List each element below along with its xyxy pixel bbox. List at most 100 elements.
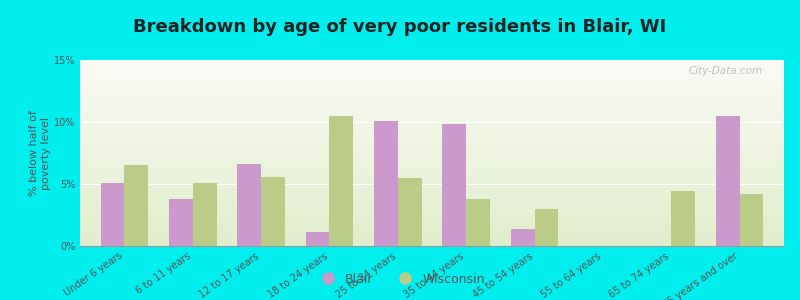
Bar — [80, 215, 784, 216]
Bar — [80, 196, 784, 197]
Bar — [80, 203, 784, 204]
Bar — [80, 112, 784, 113]
Bar — [80, 239, 784, 240]
Bar — [80, 92, 784, 94]
Bar — [80, 128, 784, 129]
Bar — [80, 153, 784, 154]
Bar — [80, 136, 784, 137]
Bar — [80, 167, 784, 168]
Bar — [80, 109, 784, 110]
Bar — [80, 189, 784, 190]
Bar — [80, 209, 784, 210]
Bar — [80, 230, 784, 231]
Bar — [80, 214, 784, 215]
Bar — [80, 124, 784, 125]
Bar — [80, 232, 784, 233]
Bar — [80, 127, 784, 128]
Bar — [80, 100, 784, 101]
Bar — [80, 178, 784, 179]
Bar — [80, 119, 784, 120]
Text: City-Data.com: City-Data.com — [689, 66, 763, 76]
Bar — [80, 238, 784, 239]
Bar — [671, 191, 695, 246]
Bar — [80, 154, 784, 155]
Bar — [80, 97, 784, 98]
Bar — [80, 120, 784, 122]
Bar — [80, 166, 784, 167]
Bar — [80, 60, 784, 61]
Bar — [80, 133, 784, 134]
Bar — [80, 71, 784, 72]
Bar — [80, 210, 784, 211]
Bar — [716, 116, 739, 246]
Bar — [80, 188, 784, 189]
Bar — [80, 244, 784, 245]
Bar — [80, 218, 784, 219]
Bar — [80, 234, 784, 235]
Bar — [80, 137, 784, 138]
Bar — [80, 101, 784, 102]
Bar — [80, 202, 784, 203]
Bar — [80, 226, 784, 227]
Bar — [80, 225, 784, 226]
Bar — [80, 139, 784, 140]
Bar — [80, 205, 784, 206]
Bar — [80, 195, 784, 196]
Bar — [80, 173, 784, 174]
Bar — [80, 135, 784, 136]
Bar — [80, 113, 784, 114]
Bar — [80, 90, 784, 91]
Bar — [80, 149, 784, 150]
Bar — [80, 144, 784, 145]
Bar — [80, 132, 784, 133]
Bar — [80, 212, 784, 214]
Bar — [80, 83, 784, 84]
Bar — [80, 177, 784, 178]
Bar — [80, 161, 784, 162]
Bar — [80, 200, 784, 201]
Bar — [80, 114, 784, 115]
Bar — [80, 140, 784, 141]
Bar — [80, 187, 784, 188]
Bar — [80, 159, 784, 160]
Bar — [80, 160, 784, 161]
Bar — [80, 164, 784, 165]
Bar — [80, 185, 784, 187]
Bar — [80, 118, 784, 119]
Bar — [80, 146, 784, 147]
Bar — [80, 157, 784, 158]
Bar — [80, 180, 784, 181]
Bar — [261, 177, 285, 246]
Bar — [510, 229, 534, 246]
Bar — [306, 232, 330, 246]
Bar — [80, 126, 784, 127]
Bar — [80, 96, 784, 97]
Text: Breakdown by age of very poor residents in Blair, WI: Breakdown by age of very poor residents … — [134, 18, 666, 36]
Bar — [80, 176, 784, 177]
Bar — [80, 237, 784, 238]
Bar — [80, 62, 784, 63]
Bar — [80, 68, 784, 69]
Y-axis label: % below half of
poverty level: % below half of poverty level — [30, 110, 51, 196]
Bar — [80, 125, 784, 126]
Bar — [80, 160, 784, 161]
Bar — [80, 201, 784, 202]
Bar — [80, 231, 784, 232]
Bar — [80, 162, 784, 163]
Bar — [80, 102, 784, 103]
Bar — [80, 151, 784, 152]
Bar — [80, 163, 784, 164]
Bar — [80, 145, 784, 146]
Bar — [80, 147, 784, 148]
Bar — [80, 170, 784, 171]
Bar — [80, 208, 784, 209]
Bar — [80, 193, 784, 194]
Bar — [80, 77, 784, 78]
Bar — [80, 91, 784, 92]
Bar — [80, 155, 784, 156]
Bar — [80, 104, 784, 105]
Bar — [80, 69, 784, 70]
Bar — [80, 206, 784, 207]
Bar — [80, 238, 784, 239]
Bar — [80, 219, 784, 220]
